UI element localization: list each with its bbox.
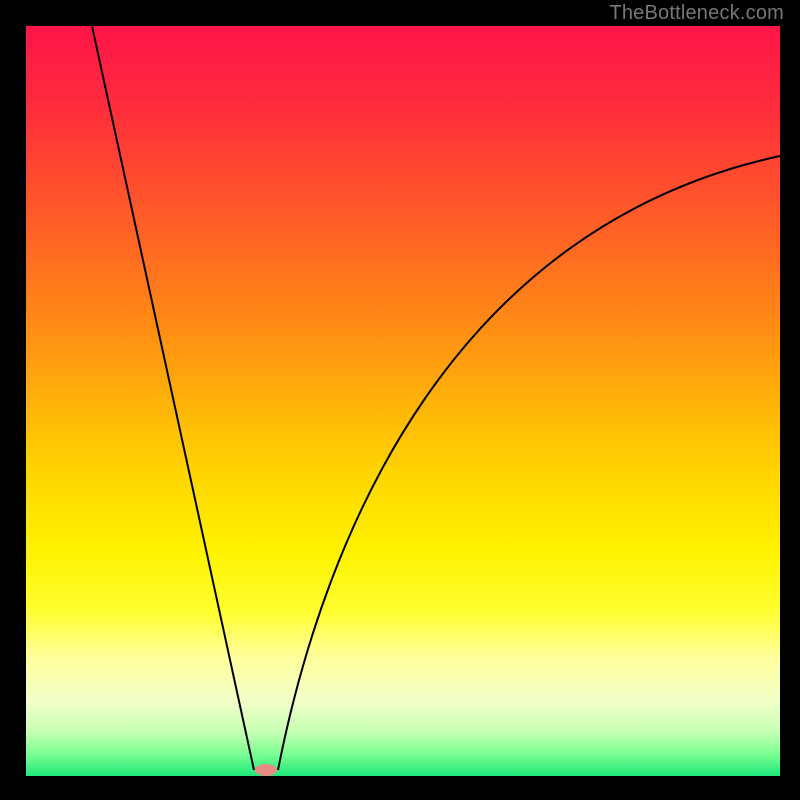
optimum-marker bbox=[255, 764, 277, 776]
watermark-text: TheBottleneck.com bbox=[609, 2, 784, 25]
plot-background bbox=[26, 26, 780, 776]
plot-svg bbox=[26, 26, 780, 776]
plot-area bbox=[26, 26, 780, 776]
